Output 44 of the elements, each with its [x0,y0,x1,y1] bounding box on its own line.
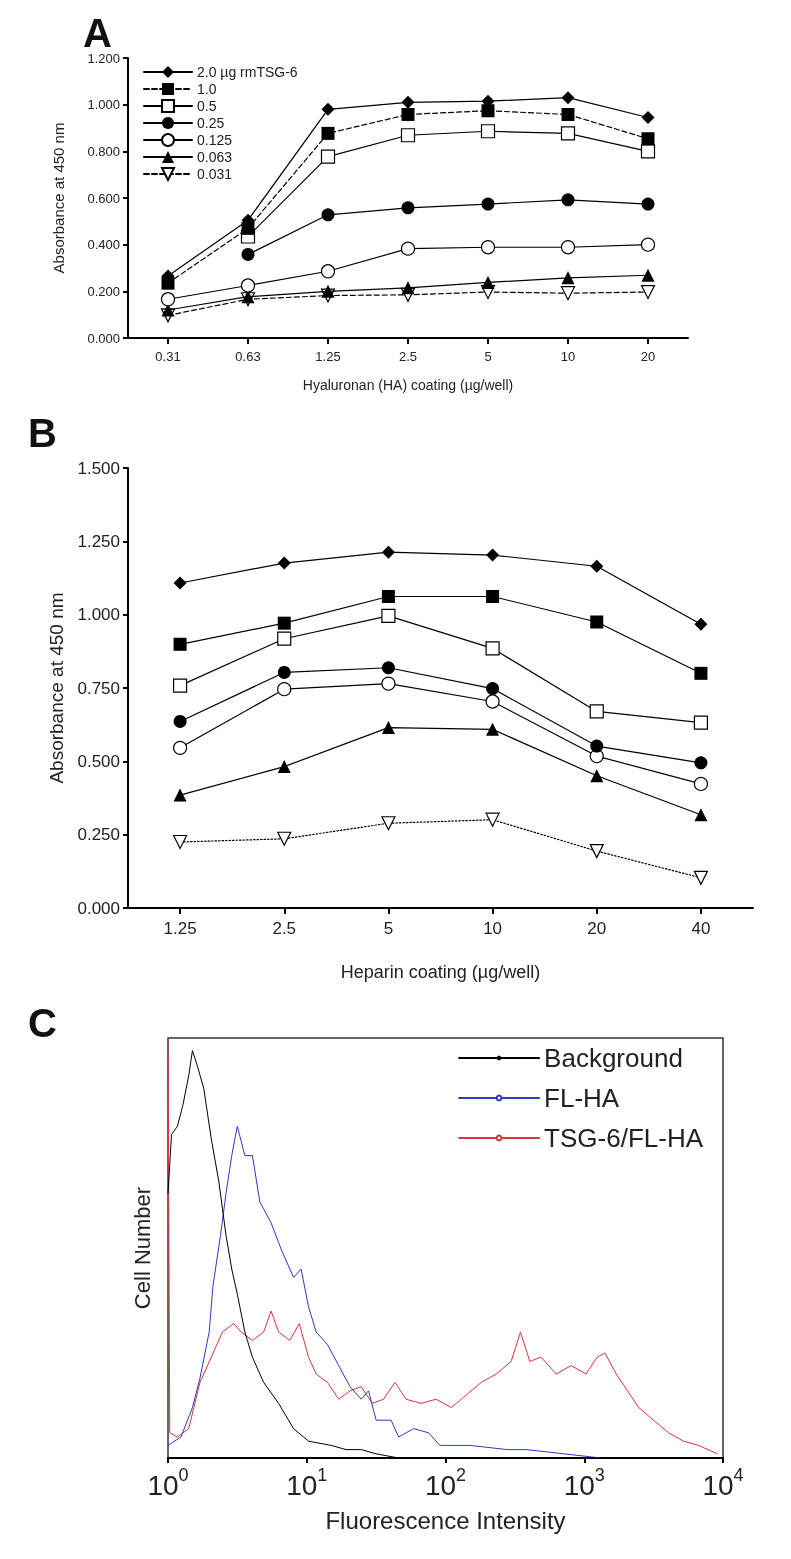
x-tick-label: 0.31 [155,349,181,364]
y-tick-label: 1.000 [77,605,120,625]
legend-label: 1.0 [197,81,217,97]
x-tick-label: 5 [383,919,394,938]
x-tick-label: 5 [484,349,492,364]
legend-label: 0.031 [197,166,233,182]
x-tick-label: 0.63 [235,349,261,364]
x-axis-title: Hyaluronan (HA) coating (µg/well) [302,377,514,393]
x-axis-title: Heparin coating (µg/well) [340,962,541,982]
y-tick-label: 0.600 [87,190,120,206]
y-tick-label: 0.250 [77,825,120,845]
y-tick-label: 0.800 [87,143,120,159]
y-tick-label: 0.000 [77,898,120,918]
y-axis-title: Cell Number [129,1186,155,1310]
x-tick-label: 1.25 [315,349,341,364]
x-tick-label: 1.25 [163,919,197,938]
chart-title: B [28,411,57,455]
y-tick-label: 1.500 [77,458,120,478]
y-tick-label: 0.400 [87,237,120,253]
x-tick-label: 10 [560,349,576,364]
x-tick-label: 20 [587,919,607,938]
legend-label: 0.125 [197,132,233,148]
legend-label: 0.063 [197,149,233,165]
y-tick-label: 0.000 [87,330,120,346]
y-tick-label: 1.000 [87,97,120,113]
y-axis-title: Absorbance at 450 nm [50,122,67,274]
x-tick-label: 2.5 [398,349,418,364]
y-tick-label: 0.750 [77,678,120,698]
legend-label: 0.25 [197,115,225,131]
chart-title: C [28,1001,57,1045]
y-tick-label: 0.200 [87,283,120,299]
legend-label: TSG-6/FL-HA [544,1123,704,1153]
y-axis-title: Absorbance at 450 nm [46,592,67,784]
legend-label: 0.5 [197,98,217,114]
x-axis-title: Fluorescence Intensity [325,1506,566,1534]
y-tick-label: 0.500 [77,751,120,771]
x-tick-label: 20 [640,349,656,364]
legend-label: Background [544,1043,683,1073]
x-tick-label: 10 [483,919,503,938]
y-tick-label: 1.250 [77,531,120,551]
x-tick-label: 2.5 [272,919,297,938]
x-tick-label: 40 [691,919,711,938]
legend-label: FL-HA [544,1083,620,1113]
legend-label: 2.0 µg rmTSG-6 [197,64,298,80]
